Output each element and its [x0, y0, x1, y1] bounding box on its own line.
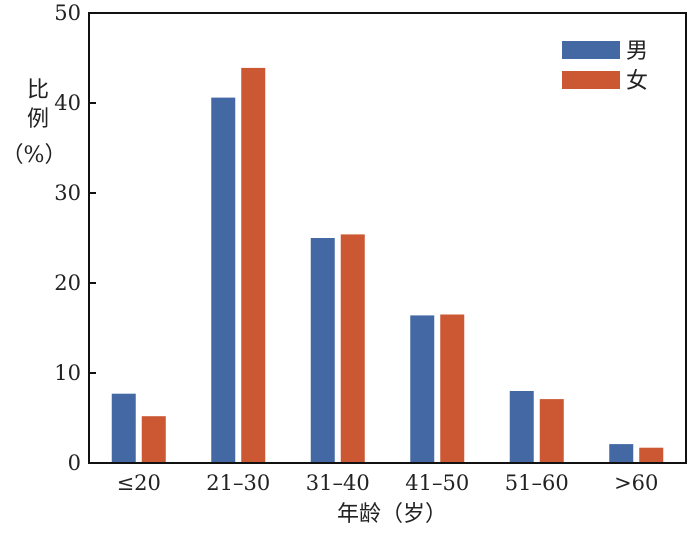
plot-frame	[88, 12, 687, 464]
legend-swatch-female	[562, 71, 620, 89]
bar-male-3	[410, 315, 435, 463]
x-tick-label-1: 21–30	[206, 471, 270, 495]
bar-male-5	[609, 444, 634, 463]
bar-male-4	[509, 391, 534, 463]
y-axis-title-line-1: 比	[27, 78, 49, 103]
legend-swatch-male	[562, 41, 620, 59]
y-tick-label-1: 10	[54, 361, 81, 385]
x-tick-label-3: 41–50	[405, 471, 469, 495]
legend-label-female: 女	[626, 69, 648, 94]
bar-female-3	[440, 314, 465, 463]
y-axis-title: 比 例 （%）	[2, 78, 67, 168]
axes-layer	[88, 12, 687, 464]
bar-female-0	[141, 416, 166, 463]
legend: 男 女	[562, 39, 648, 94]
y-tick-label-5: 50	[54, 1, 81, 25]
bar-female-4	[539, 399, 564, 463]
y-axis-title-line-2: 例	[27, 107, 49, 132]
bar-female-1	[241, 67, 266, 464]
y-tick-label-0: 0	[68, 451, 81, 475]
y-axis-title-line-3: （%）	[2, 143, 67, 168]
x-tick-label-0: ≤20	[117, 471, 161, 495]
bar-female-2	[340, 234, 365, 463]
y-tick-label-4: 40	[54, 91, 81, 115]
y-tick-label-2: 20	[54, 271, 81, 295]
x-axis-title: 年龄（岁）	[337, 502, 447, 527]
x-tick-label-4: 51–60	[505, 471, 569, 495]
bars-layer	[111, 67, 664, 464]
legend-label-male: 男	[626, 39, 648, 64]
x-tick-label-2: 31–40	[306, 471, 370, 495]
y-tick-label-3: 30	[54, 181, 81, 205]
bar-male-0	[111, 393, 136, 463]
bar-male-1	[211, 97, 236, 463]
x-tick-label-5: >60	[614, 471, 658, 495]
bar-female-5	[639, 447, 664, 463]
ticks-layer: 0 10 20 30 40 50 ≤20 21–30 31–40 41–50 51–60 >60	[54, 1, 658, 495]
bar-male-2	[310, 238, 335, 463]
